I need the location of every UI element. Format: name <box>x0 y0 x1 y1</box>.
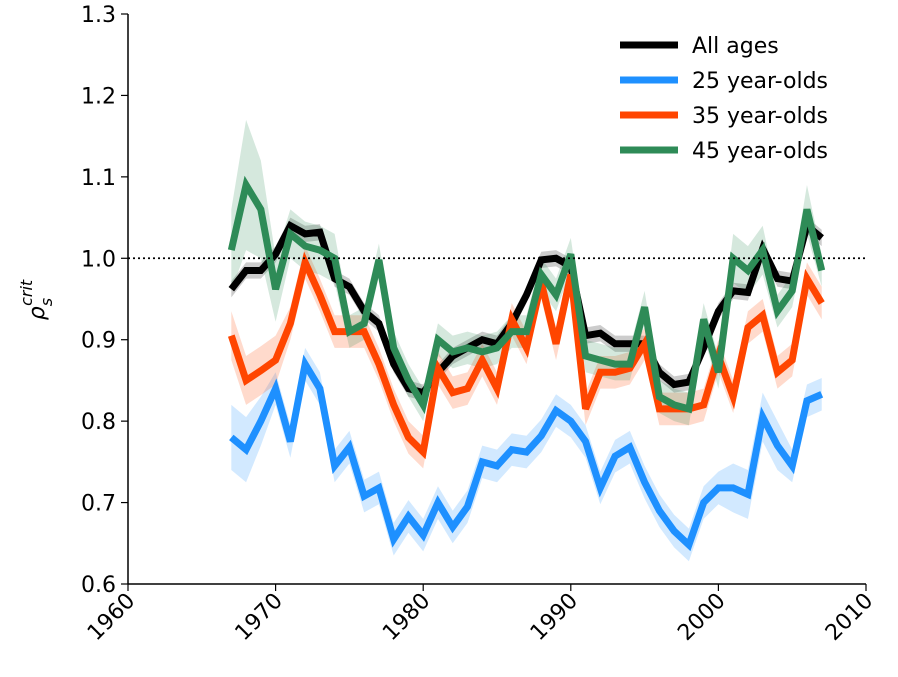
x-tick-label: 2000 <box>673 589 730 646</box>
x-tick-label: 2010 <box>821 589 878 646</box>
legend-label: 35 year-olds <box>692 104 828 129</box>
legend-label: All ages <box>692 34 779 59</box>
confidence-band <box>231 246 822 469</box>
y-tick-label: 1.3 <box>81 3 116 28</box>
y-tick-label: 0.8 <box>81 410 116 435</box>
x-tick-label: 1980 <box>378 589 435 646</box>
y-axis-label: ρscrit <box>17 279 56 320</box>
y-tick-label: 0.7 <box>81 492 116 517</box>
y-label-base: ρ <box>25 306 50 320</box>
legend-label: 45 year-olds <box>692 139 828 164</box>
y-label-sub: s <box>37 298 56 306</box>
y-tick-label: 1.2 <box>81 84 116 109</box>
series-line <box>228 219 824 397</box>
y-tick-label: 1.0 <box>81 247 116 272</box>
y-label-sup: crit <box>17 279 36 306</box>
y-tick-label: 1.1 <box>81 166 116 191</box>
series-line <box>227 251 825 460</box>
y-tick-label: 0.6 <box>81 573 116 598</box>
y-tick-label: 0.9 <box>81 329 116 354</box>
legend-label: 25 year-olds <box>692 69 828 94</box>
series-line <box>229 354 824 552</box>
x-tick-label: 1990 <box>526 589 583 646</box>
x-tick-label: 1970 <box>231 589 288 646</box>
series-line <box>227 175 826 415</box>
